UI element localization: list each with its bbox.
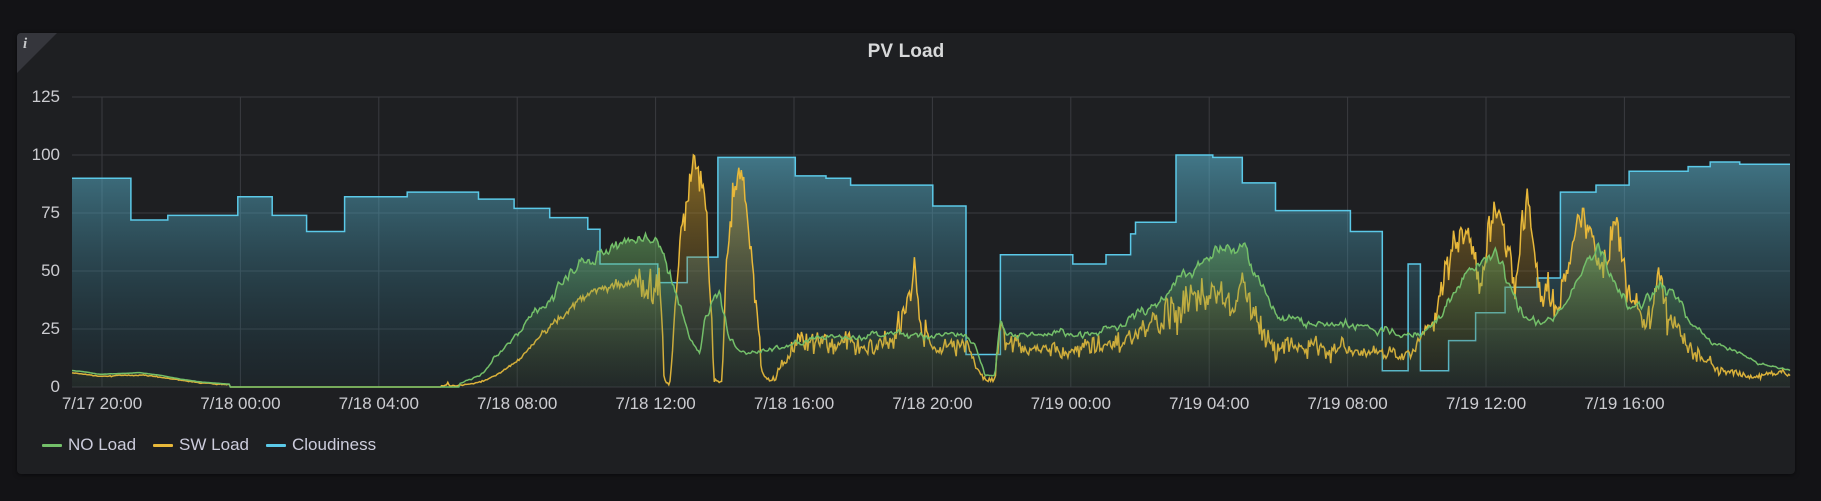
svg-text:7/18 08:00: 7/18 08:00 — [477, 394, 557, 413]
svg-text:7/19 12:00: 7/19 12:00 — [1446, 394, 1526, 413]
svg-text:7/18 04:00: 7/18 04:00 — [339, 394, 419, 413]
svg-text:125: 125 — [32, 87, 60, 106]
svg-text:0: 0 — [51, 377, 60, 396]
svg-text:7/18 12:00: 7/18 12:00 — [615, 394, 695, 413]
svg-text:100: 100 — [32, 145, 60, 164]
svg-text:7/19 08:00: 7/19 08:00 — [1307, 394, 1387, 413]
svg-text:7/19 04:00: 7/19 04:00 — [1169, 394, 1249, 413]
svg-text:7/18 16:00: 7/18 16:00 — [754, 394, 834, 413]
svg-text:7/18 00:00: 7/18 00:00 — [200, 394, 280, 413]
svg-text:50: 50 — [41, 261, 60, 280]
svg-text:7/17 20:00: 7/17 20:00 — [62, 394, 142, 413]
svg-text:25: 25 — [41, 319, 60, 338]
svg-text:7/19 16:00: 7/19 16:00 — [1584, 394, 1664, 413]
svg-text:7/18 20:00: 7/18 20:00 — [892, 394, 972, 413]
svg-text:7/19 00:00: 7/19 00:00 — [1031, 394, 1111, 413]
svg-text:75: 75 — [41, 203, 60, 222]
